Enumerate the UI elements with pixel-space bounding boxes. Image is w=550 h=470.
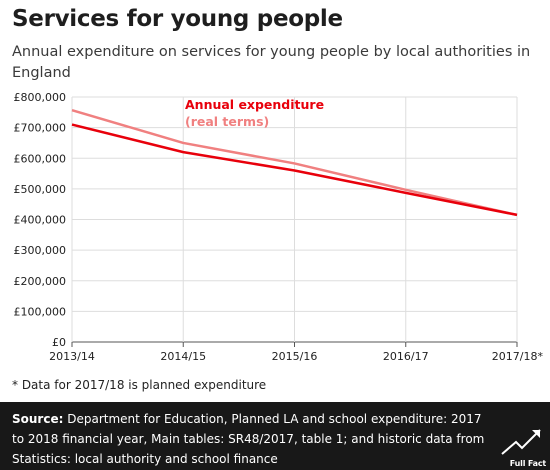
y-tick-label: £200,000 bbox=[14, 275, 67, 288]
y-tick-label: £300,000 bbox=[14, 244, 67, 257]
x-tick-label: 2015/16 bbox=[272, 350, 318, 363]
full-fact-logo-icon bbox=[501, 429, 541, 455]
full-fact-logo-text: Full Fact bbox=[509, 459, 546, 468]
y-tick-label: £600,000 bbox=[14, 152, 67, 165]
source-text-block: Source: Department for Education, Planne… bbox=[12, 409, 490, 469]
y-tick-label: £800,000 bbox=[14, 91, 67, 104]
x-tick-label: 2016/17 bbox=[383, 350, 429, 363]
source-text: Department for Education, Planned LA and… bbox=[12, 412, 485, 466]
y-tick-label: £400,000 bbox=[14, 214, 67, 227]
y-tick-label: £700,000 bbox=[14, 122, 67, 135]
source-label: Source: bbox=[12, 412, 64, 426]
y-tick-label: £100,000 bbox=[14, 305, 67, 318]
x-tick-label: 2014/15 bbox=[160, 350, 206, 363]
page-title: Services for young people bbox=[12, 6, 343, 32]
source-footer: Source: Department for Education, Planne… bbox=[0, 402, 550, 470]
legend-real-terms: (real terms) bbox=[185, 114, 269, 129]
line-chart: £0 £100,000 £200,000 £300,000 £400,000 £500,0… bbox=[14, 91, 544, 363]
legend-annual-expenditure: Annual expenditure bbox=[185, 97, 324, 112]
footnote: * Data for 2017/18 is planned expenditur… bbox=[12, 378, 267, 392]
x-tick-label: 2017/18* bbox=[492, 350, 544, 363]
y-tick-label: £500,000 bbox=[14, 183, 67, 196]
x-tick-label: 2013/14 bbox=[49, 350, 95, 363]
y-tick-label: £0 bbox=[52, 336, 66, 349]
page-subtitle: Annual expenditure on services for young… bbox=[12, 44, 531, 81]
